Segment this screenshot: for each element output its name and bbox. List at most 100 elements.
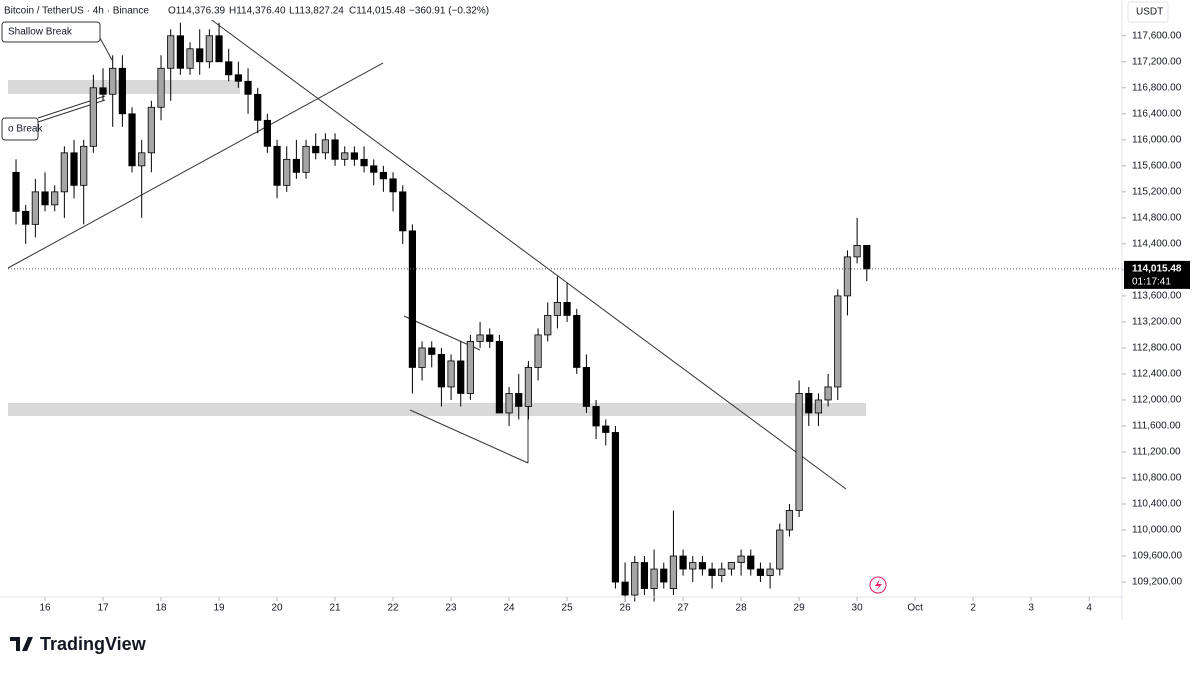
- x-tick-label: 28: [736, 603, 748, 614]
- candle-body: [399, 191, 407, 232]
- candle-body: [225, 61, 233, 76]
- price-axis: [1122, 0, 1199, 620]
- candle-body: [669, 555, 678, 589]
- x-tick-label: 23: [446, 603, 458, 614]
- y-tick-label: 110,400.00: [1132, 499, 1182, 510]
- y-tick-label: 110,000.00: [1132, 525, 1182, 536]
- candle-body: [408, 230, 416, 368]
- candle-body: [727, 562, 736, 570]
- candle-body: [12, 171, 20, 212]
- candle-body: [418, 347, 426, 368]
- x-tick-label: 21: [329, 603, 341, 614]
- y-tick-label: 112,400.00: [1132, 369, 1182, 380]
- candle-body: [360, 158, 368, 167]
- candle-body: [321, 139, 329, 154]
- trend-line: [204, 14, 847, 490]
- candle-body: [824, 386, 832, 401]
- ohlc-high: H114,376.40: [229, 6, 286, 17]
- alert-icon-bolt: [875, 579, 882, 591]
- candle-body: [582, 367, 591, 407]
- x-tick-label: 16: [39, 603, 51, 614]
- y-tick-label: 116,400.00: [1132, 108, 1182, 119]
- candle-body: [698, 562, 707, 570]
- candle-body: [708, 568, 716, 576]
- annotation: Shallow Break: [8, 27, 73, 38]
- candle-body: [263, 119, 271, 147]
- trend-line: [409, 409, 529, 464]
- last-price-box: [1124, 260, 1190, 289]
- x-tick-label: 26: [620, 603, 632, 614]
- candle-body: [341, 152, 349, 160]
- candle-body: [573, 315, 581, 368]
- candle-body: [302, 145, 310, 173]
- x-tick-label: 24: [504, 603, 516, 614]
- change: −360.91 (−0.32%): [409, 6, 489, 17]
- candle-body: [31, 191, 39, 225]
- candle-body: [176, 35, 184, 69]
- axes: 109,200.00 109,600.00 110,000.00 110,400.00…: [39, 30, 1190, 614]
- candle-body: [80, 145, 88, 186]
- x-tick-label: 27: [678, 603, 690, 614]
- candle-body: [747, 555, 755, 570]
- header-bg: [0, 0, 470, 20]
- candle-body: [640, 562, 649, 589]
- brand: TradingView: [40, 634, 147, 654]
- candle-body: [283, 158, 291, 186]
- candle-body: [128, 113, 136, 167]
- candle-body: [766, 568, 774, 576]
- candle-body: [51, 191, 59, 206]
- y-tick-label: 111,600.00: [1132, 421, 1181, 432]
- x-tick-label: 29: [794, 603, 806, 614]
- trend-line: [7, 62, 384, 269]
- candle-body: [215, 35, 223, 63]
- candle-body: [486, 334, 494, 342]
- annotation-arrow: [99, 37, 113, 61]
- candle-body: [234, 74, 242, 82]
- alert-icon[interactable]: [869, 576, 887, 594]
- candle-body: [592, 406, 600, 427]
- y-tick-label: 113,600.00: [1132, 291, 1182, 302]
- annotation-box: [1, 21, 101, 43]
- candle-body: [138, 152, 146, 167]
- candle-body: [611, 432, 620, 583]
- candle-body: [437, 354, 445, 388]
- candle-body: [834, 295, 842, 388]
- candle-body: [350, 152, 358, 160]
- candle-body: [22, 210, 30, 225]
- y-tick-label: 116,000.00: [1132, 134, 1182, 145]
- candle-body: [205, 35, 213, 63]
- candle-body: [814, 399, 823, 414]
- candle-body: [118, 67, 126, 115]
- candle-body: [515, 393, 523, 407]
- countdown: 01:17:41: [1132, 277, 1171, 288]
- candle-body: [331, 139, 339, 160]
- y-tick-label: 112,000.00: [1132, 395, 1182, 406]
- candle-body: [70, 152, 78, 186]
- candle-body: [785, 510, 794, 531]
- y-tick-label: 115,200.00: [1132, 186, 1182, 197]
- y-tick-label: 112,800.00: [1132, 343, 1182, 354]
- candle-body: [41, 191, 49, 206]
- candle-body: [853, 245, 861, 258]
- last-price-label: 114,015.48: [1132, 264, 1182, 275]
- candle-body: [737, 555, 745, 563]
- x-tick-label: 20: [271, 603, 283, 614]
- candle-body: [447, 360, 455, 388]
- candle-body: [99, 87, 107, 95]
- x-tick-label: 17: [97, 603, 109, 614]
- candle-body: [534, 334, 542, 368]
- candle-body: [196, 48, 204, 63]
- logo-mark: [10, 637, 33, 651]
- candle-body: [167, 35, 175, 69]
- candle-body: [292, 158, 300, 173]
- candle-body: [756, 568, 765, 576]
- candle-body: [602, 425, 610, 433]
- candle-body: [621, 581, 629, 596]
- plot: [8, 22, 1122, 602]
- candle-body: [157, 67, 165, 108]
- y-tick-label: 109,200.00: [1132, 577, 1182, 588]
- zone: [8, 403, 866, 416]
